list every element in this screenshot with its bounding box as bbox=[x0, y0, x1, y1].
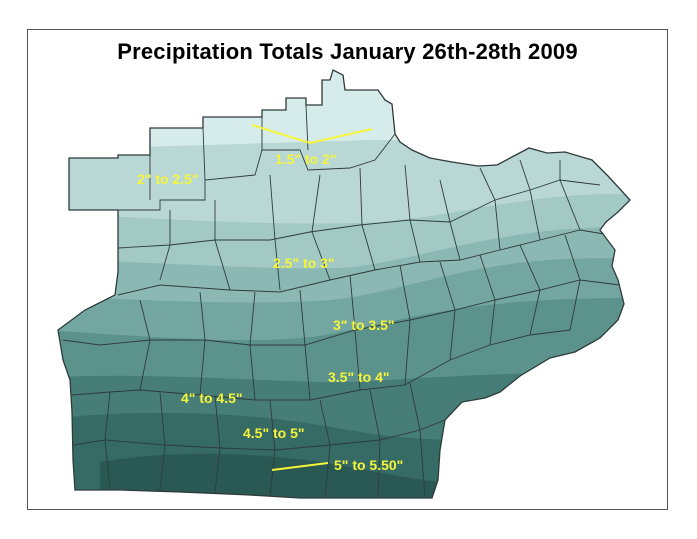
band-labels: 1.5" to 2" 2" to 2.5" 2.5" to 3" 3" to 3… bbox=[137, 151, 403, 473]
county-line bbox=[214, 200, 231, 291]
label-2.5-3: 2.5" to 3" bbox=[273, 255, 335, 271]
pointer-line-1.5-2 bbox=[251, 124, 373, 145]
label-5-5.50: 5" to 5.50" bbox=[334, 457, 403, 473]
county-line bbox=[117, 229, 611, 296]
county-line bbox=[159, 210, 171, 281]
county-line bbox=[311, 174, 331, 281]
county-boundaries bbox=[62, 104, 621, 498]
county-line bbox=[559, 160, 581, 231]
county-line bbox=[118, 133, 396, 211]
county-line bbox=[359, 167, 376, 271]
pointer-line-5-5.50 bbox=[271, 462, 329, 471]
label-3.5-4: 3.5" to 4" bbox=[328, 369, 390, 385]
label-1.5-2: 1.5" to 2" bbox=[275, 151, 337, 167]
county-line bbox=[479, 167, 501, 251]
county-line bbox=[71, 329, 571, 401]
label-4.5-5: 4.5" to 5" bbox=[243, 425, 305, 441]
label-4-4.5: 4" to 4.5" bbox=[181, 390, 243, 406]
map-title: Precipitation Totals January 26th-28th 2… bbox=[117, 39, 578, 64]
county-line bbox=[269, 174, 281, 291]
county-line bbox=[117, 179, 601, 249]
band-fill-top bbox=[320, 95, 400, 140]
county-line bbox=[62, 279, 621, 346]
county-line bbox=[519, 159, 541, 241]
label-2-2.5: 2" to 2.5" bbox=[137, 171, 199, 187]
label-pointers bbox=[251, 124, 373, 471]
county-line bbox=[439, 179, 461, 261]
county-line bbox=[202, 127, 206, 181]
label-3-3.5: 3" to 3.5" bbox=[333, 317, 395, 333]
county-line bbox=[404, 164, 421, 263]
county-line bbox=[72, 419, 446, 451]
